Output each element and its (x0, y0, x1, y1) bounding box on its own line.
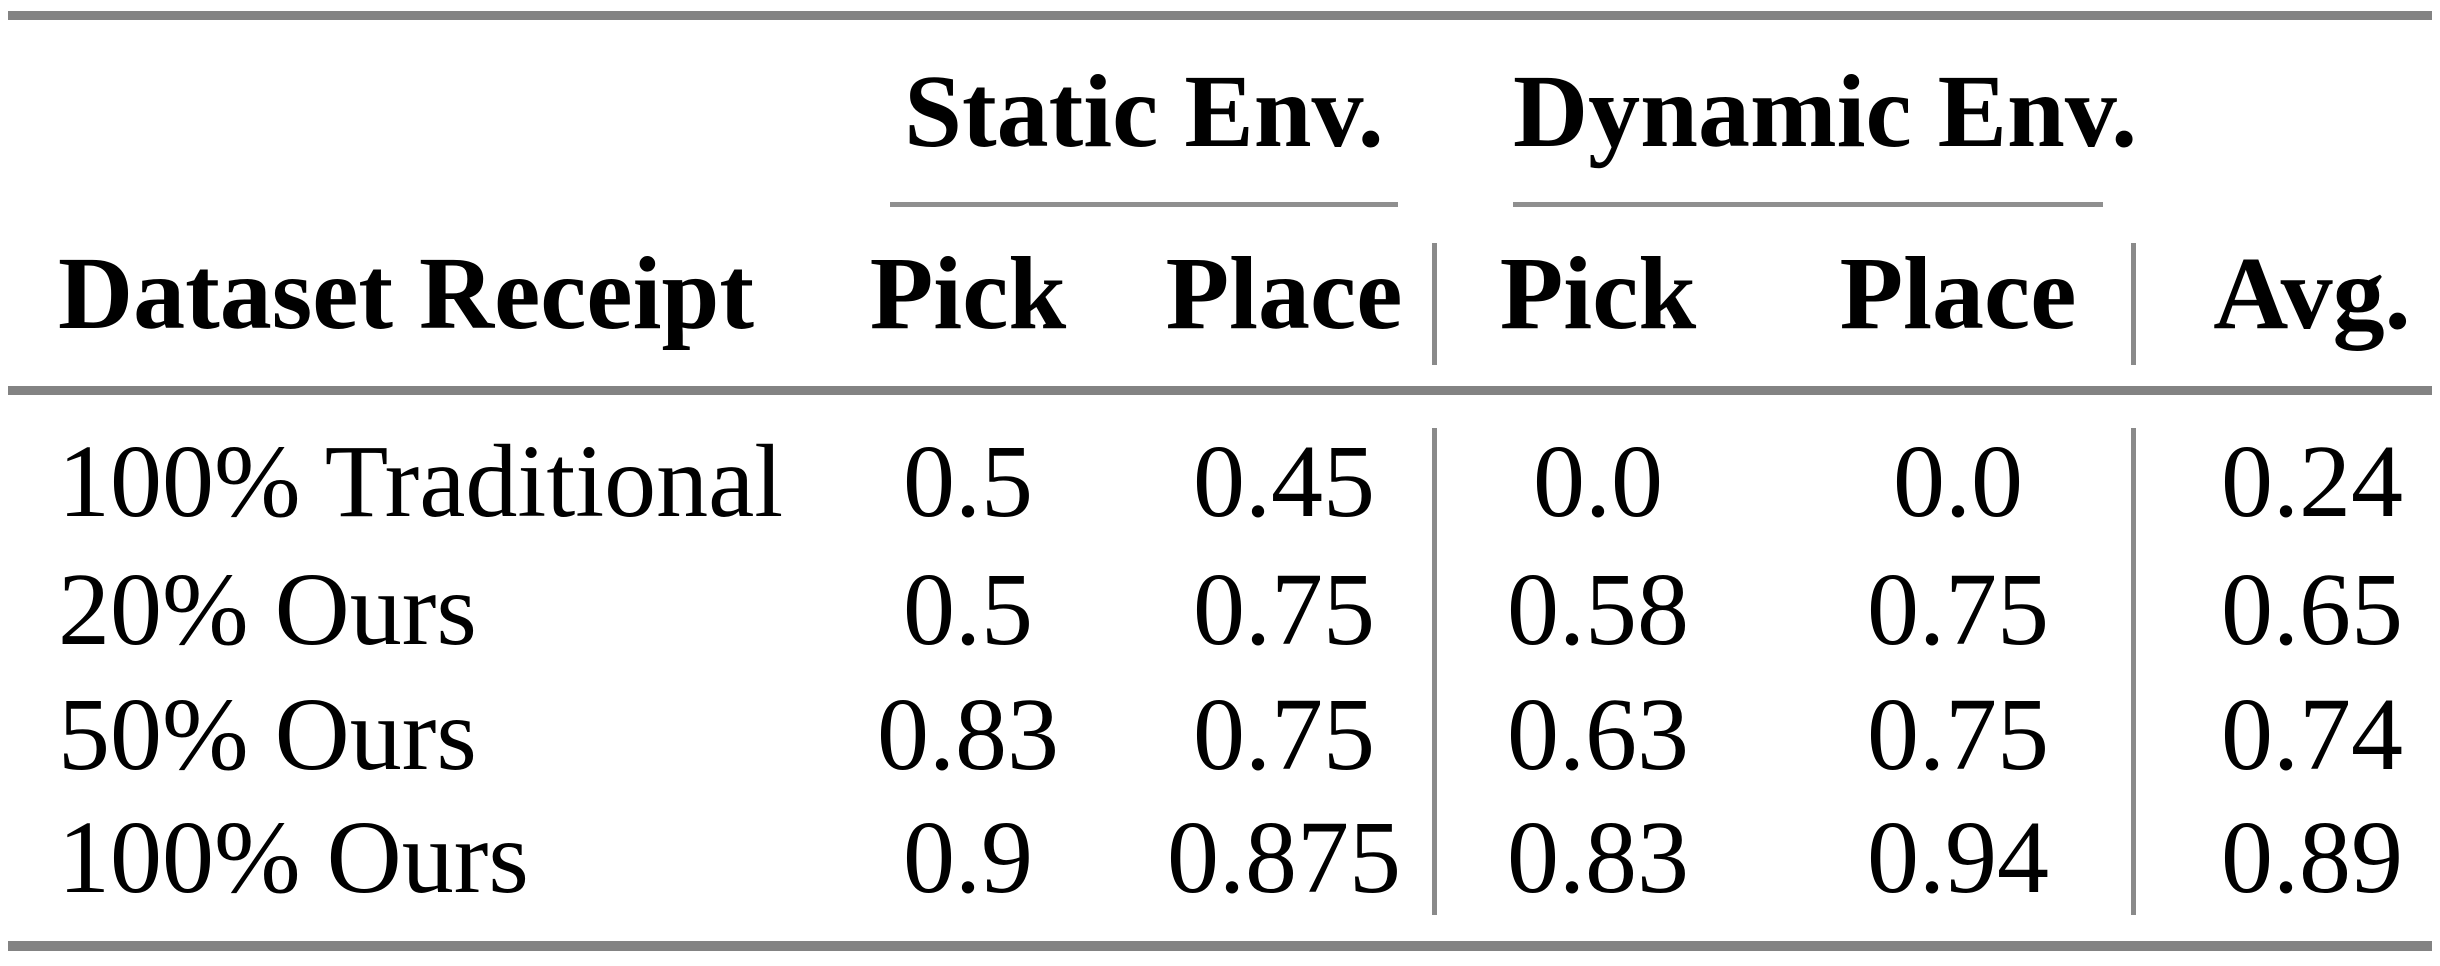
column-group-dynamic-env: Dynamic Env. (1513, 54, 2138, 169)
vertical-rule-dynamic-avg-body (2131, 428, 2136, 915)
cell-r0-static-pick: 0.5 (903, 424, 1033, 539)
cell-r1-dynamic-place: 0.75 (1867, 552, 2049, 667)
cell-r0-static-place: 0.45 (1193, 424, 1375, 539)
col-header-static-pick: Pick (869, 236, 1067, 351)
column-group-static-env: Static Env. (904, 54, 1384, 169)
vertical-rule-static-dynamic-header (1432, 243, 1437, 365)
cell-r2-static-pick: 0.83 (877, 677, 1059, 792)
col-header-avg: Avg. (2213, 236, 2411, 351)
table-bottom-rule (8, 941, 2432, 951)
cell-r3-dynamic-place: 0.94 (1867, 800, 2049, 915)
cell-r0-dynamic-pick: 0.0 (1533, 424, 1663, 539)
row-label-50-ours: 50% Ours (58, 677, 477, 792)
table-mid-rule (8, 386, 2432, 395)
row-label-20-ours: 20% Ours (58, 552, 477, 667)
cell-r1-dynamic-pick: 0.58 (1507, 552, 1689, 667)
col-header-dynamic-pick: Pick (1499, 236, 1697, 351)
cell-r2-dynamic-pick: 0.63 (1507, 677, 1689, 792)
col-header-dataset-receipt: Dataset Receipt (58, 236, 754, 351)
col-header-static-place: Place (1165, 236, 1403, 351)
row-label-100-traditional: 100% Traditional (58, 424, 784, 539)
row-label-100-ours: 100% Ours (58, 800, 529, 915)
cell-r1-static-place: 0.75 (1193, 552, 1375, 667)
table-top-rule (8, 11, 2432, 20)
cell-r1-avg: 0.65 (2221, 552, 2403, 667)
cell-r3-static-pick: 0.9 (903, 800, 1033, 915)
cell-r3-dynamic-pick: 0.83 (1507, 800, 1689, 915)
cell-r2-dynamic-place: 0.75 (1867, 677, 2049, 792)
cell-r3-avg: 0.89 (2221, 800, 2403, 915)
cell-r3-static-place: 0.875 (1167, 800, 1401, 915)
dynamic-env-cmidrule (1513, 202, 2103, 207)
col-header-dynamic-place: Place (1839, 236, 2077, 351)
cell-r1-static-pick: 0.5 (903, 552, 1033, 667)
cell-r2-static-place: 0.75 (1193, 677, 1375, 792)
static-env-cmidrule (890, 202, 1398, 207)
vertical-rule-dynamic-avg-header (2131, 243, 2136, 365)
cell-r0-avg: 0.24 (2221, 424, 2403, 539)
cell-r2-avg: 0.74 (2221, 677, 2403, 792)
vertical-rule-static-dynamic-body (1432, 428, 1437, 915)
cell-r0-dynamic-place: 0.0 (1893, 424, 2023, 539)
